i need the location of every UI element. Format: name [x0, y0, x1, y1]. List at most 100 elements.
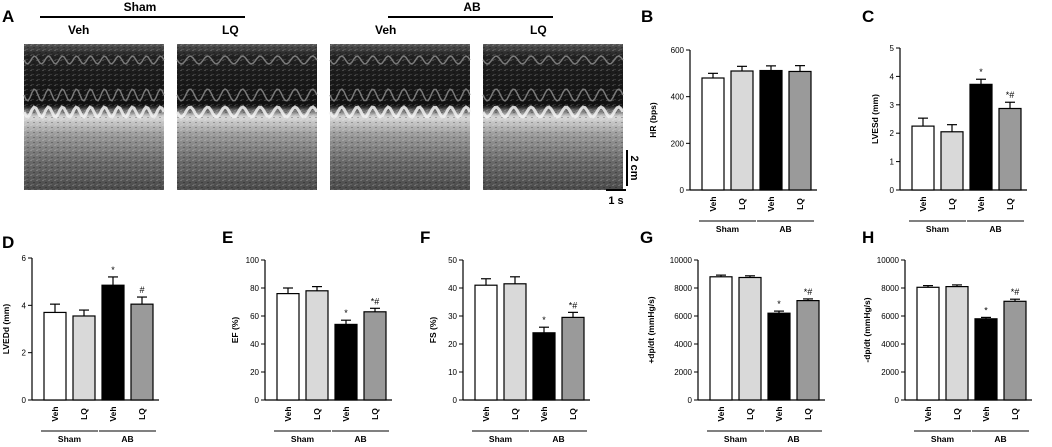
bar-lq [738, 276, 762, 401]
image-label-ab-lq: LQ [530, 23, 547, 37]
bar-veh [334, 323, 358, 401]
panel-letter: D [2, 233, 14, 252]
y-tick-label: 10000 [670, 256, 693, 265]
y-tick-label: 0 [680, 186, 685, 195]
x-tick-label: Veh [766, 196, 776, 211]
y-tick-label: 6000 [674, 312, 692, 321]
x-tick-label: Veh [481, 406, 491, 421]
chart-f: F 0 10 20 30 40 50 FS (%) Veh LQ * Veh *# LQ Sham AB [420, 228, 590, 444]
x-tick-label: Veh [923, 406, 933, 421]
y-axis-label: EF (%) [230, 317, 240, 344]
significance-mark: # [139, 285, 144, 295]
panel-letter: C [862, 7, 874, 26]
y-tick-label: 10 [448, 368, 457, 377]
y-axis-label: LVEDd (mm) [1, 304, 11, 355]
y-tick-label: 200 [671, 139, 685, 148]
echo-image-ab-veh [330, 44, 470, 190]
group-label: AB [354, 434, 366, 444]
y-tick-label: 2 [890, 129, 895, 138]
bar-veh [276, 293, 300, 401]
chart-g: G 0 2000 4000 6000 8000 10000 +dp/dt (mmHg/s) Ve… [640, 228, 825, 444]
scale-bar-vertical-label: 2 cm [628, 155, 640, 180]
bar-lq [945, 286, 969, 401]
bar-veh [759, 69, 783, 191]
group-label: AB [121, 434, 133, 444]
group-label-ab: AB [463, 0, 481, 14]
y-tick-label: 0 [890, 186, 895, 195]
image-label-sham-lq: LQ [222, 23, 239, 37]
echo-wall-motion [22, 55, 625, 119]
bar-lq [503, 283, 527, 401]
y-tick-label: 40 [448, 284, 457, 293]
x-tick-label: LQ [568, 408, 578, 420]
scale-bar-horizontal: 1 s [606, 189, 626, 207]
group-label: Sham [931, 434, 955, 444]
bar-lq [788, 70, 812, 191]
group-label: Sham [926, 224, 950, 234]
bar-veh [974, 318, 998, 401]
y-tick-label: 2000 [674, 368, 692, 377]
x-tick-label: Veh [716, 406, 726, 421]
y-tick-label: 400 [671, 93, 685, 102]
bar-lq [730, 70, 754, 191]
chart-h: H 0 2000 4000 6000 8000 10000 -dp/dt (mmHg/s) Ve… [862, 228, 1032, 444]
x-tick-label: Veh [918, 196, 928, 211]
y-tick-label: 4000 [674, 340, 692, 349]
significance-mark: *# [1006, 90, 1015, 100]
x-tick-label: Veh [708, 196, 718, 211]
group-label: AB [552, 434, 564, 444]
x-tick-label: LQ [952, 408, 962, 420]
significance-mark: * [984, 305, 988, 315]
y-tick-label: 0 [22, 396, 27, 405]
chart-e: E 0 20 40 60 80 100 EF (%) Veh LQ * Veh *# LQ Sham AB [222, 228, 392, 444]
group-label: Sham [291, 434, 315, 444]
group-label: AB [989, 224, 1001, 234]
y-tick-label: 4 [22, 301, 27, 310]
y-axis-label: HR (bps) [648, 102, 658, 138]
y-tick-label: 6 [22, 254, 27, 263]
y-tick-label: 6000 [881, 312, 899, 321]
significance-mark: *# [1011, 287, 1020, 297]
significance-mark: * [979, 67, 983, 77]
significance-mark: * [344, 308, 348, 318]
bar-lq [130, 303, 154, 401]
bar-lq [561, 316, 585, 401]
panel-letter: H [862, 228, 874, 247]
bar-lq [363, 311, 387, 401]
y-tick-label: 8000 [881, 284, 899, 293]
x-tick-label: LQ [370, 408, 380, 420]
x-tick-label: LQ [795, 198, 805, 210]
y-tick-label: 600 [671, 46, 685, 55]
bar-veh [532, 332, 556, 401]
significance-mark: *# [804, 287, 813, 297]
bar-veh [767, 312, 791, 401]
x-tick-label: LQ [312, 408, 322, 420]
bar-veh [701, 77, 725, 191]
bar-lq [1003, 300, 1027, 401]
scale-bar-vertical: 2 cm [626, 150, 640, 186]
x-tick-label: LQ [1010, 408, 1020, 420]
x-tick-label: Veh [108, 406, 118, 421]
x-tick-label: Veh [976, 196, 986, 211]
echo-image-sham-veh [24, 44, 164, 190]
bar-veh [969, 83, 993, 191]
y-tick-label: 20 [250, 368, 259, 377]
image-label-ab-veh: Veh [375, 23, 396, 37]
panel-a-letter: A [2, 7, 14, 26]
y-tick-label: 40 [250, 340, 259, 349]
significance-mark: * [777, 299, 781, 309]
x-tick-label: Veh [283, 406, 293, 421]
group-header-ab: AB [388, 0, 553, 18]
bar-veh [101, 284, 125, 401]
chart-b: B 0 200 400 600 HR (bps) Veh LQ Veh LQ Sham AB [641, 7, 817, 234]
y-tick-label: 5 [890, 44, 895, 53]
x-tick-label: LQ [137, 408, 147, 420]
y-tick-label: 4 [890, 72, 895, 81]
y-axis-label: LVESd (mm) [870, 94, 880, 144]
x-tick-label: Veh [341, 406, 351, 421]
bar-veh [43, 311, 67, 401]
bar-lq [940, 131, 964, 191]
bar-veh [474, 284, 498, 401]
bar-veh [916, 286, 940, 401]
